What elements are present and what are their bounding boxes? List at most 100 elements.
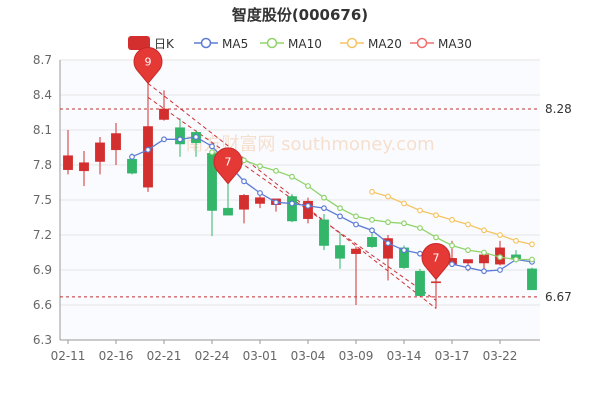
- legend-label: MA30: [438, 37, 472, 51]
- ma10-point: [353, 213, 359, 220]
- ma10-point: [257, 163, 263, 170]
- ma5-point: [305, 202, 311, 209]
- ma10-point: [433, 234, 439, 241]
- candle-body: [351, 248, 361, 254]
- candle-body: [463, 259, 473, 264]
- candle-body: [367, 237, 377, 247]
- reference-lines: 8.28 6.67: [60, 102, 572, 304]
- ma5-point: [241, 178, 247, 185]
- x-tick-label: 03-22: [483, 349, 518, 363]
- y-tick-label: 7.5: [33, 193, 52, 207]
- chart-title: 智度股份(000676): [232, 6, 368, 24]
- marker-label: 7: [225, 156, 232, 169]
- ma20-point: [513, 237, 519, 244]
- y-tick-label: 8.4: [33, 88, 52, 102]
- ma10-point: [417, 225, 423, 231]
- legend-swatch-dot: [416, 37, 428, 49]
- x-axis: 02-11 02-16 02-21 02-24 03-01 03-04 03-09 03-14…: [51, 340, 518, 363]
- ma20-point: [529, 241, 535, 248]
- y-tick-label: 6.3: [33, 333, 52, 347]
- ma10-point: [209, 149, 215, 156]
- candle-body: [239, 195, 249, 210]
- ma5-point: [401, 247, 407, 254]
- ma5-point: [337, 213, 343, 220]
- ma10-point: [497, 254, 503, 261]
- ma5-point: [129, 153, 135, 160]
- legend-label: MA20: [368, 37, 402, 51]
- y-tick-label: 7.8: [33, 158, 52, 172]
- ma10-point: [273, 167, 279, 174]
- candle-body: [111, 133, 121, 151]
- ma10-point: [305, 183, 311, 189]
- y-tick-label: 6.6: [33, 298, 52, 312]
- x-tick-label: 02-21: [147, 349, 182, 363]
- ma10-point: [481, 249, 487, 256]
- ma20-point: [433, 212, 439, 219]
- candle-body: [143, 126, 153, 188]
- ma20-point: [369, 188, 375, 195]
- candle-body: [79, 162, 89, 172]
- ma20-point: [385, 193, 391, 200]
- marker-pin: [421, 243, 451, 281]
- x-tick-label: 03-17: [435, 349, 470, 363]
- x-tick-label: 03-14: [387, 349, 422, 363]
- ma5-point: [353, 221, 359, 228]
- ma20-point: [449, 216, 455, 223]
- candle-body: [63, 155, 73, 170]
- legend-swatch-candle: [128, 36, 150, 50]
- ma5-point: [481, 268, 487, 275]
- legend-label: MA10: [288, 37, 322, 51]
- candle-body: [431, 281, 441, 284]
- candle-body: [383, 238, 393, 259]
- grid: [59, 59, 540, 341]
- ma5-point: [417, 250, 423, 257]
- ma10-point: [513, 256, 519, 263]
- x-tick-label: 03-01: [243, 349, 278, 363]
- marker-pin: [133, 47, 163, 85]
- ma5-point: [209, 143, 215, 150]
- legend-swatch-dot: [346, 37, 358, 49]
- ma10-point: [449, 242, 455, 249]
- candle-body: [287, 196, 297, 222]
- ma5-point: [369, 227, 375, 234]
- ma20-point: [401, 200, 407, 207]
- x-tick-label: 02-11: [51, 349, 86, 363]
- ma20-point: [481, 227, 487, 234]
- legend-label: 日K: [154, 37, 175, 51]
- ma5-point: [289, 200, 295, 207]
- ma5-point: [497, 267, 503, 273]
- legend-swatch-dot: [266, 37, 278, 49]
- ma5-point: [161, 136, 167, 143]
- ma10-point: [401, 220, 407, 227]
- ma10-point: [321, 194, 327, 201]
- x-tick-label: 02-16: [99, 349, 134, 363]
- x-tick-label: 03-04: [291, 349, 326, 363]
- candle-body: [159, 108, 169, 120]
- candle-body: [527, 268, 537, 291]
- reference-line-label: 6.67: [545, 290, 572, 304]
- y-axis: 8.7 8.4 8.1 7.8 7.5 7.2 6.9 6.6 6.3: [33, 53, 52, 347]
- candle-body: [127, 158, 137, 174]
- ma5-point: [465, 264, 471, 271]
- legend-swatch-dot: [200, 37, 212, 49]
- markers: 9 7 7: [133, 47, 451, 281]
- marker-label: 9: [145, 55, 152, 68]
- y-tick-label: 8.1: [33, 123, 52, 137]
- ma5-point: [145, 146, 151, 153]
- ma5-point: [177, 136, 183, 143]
- candle-body: [175, 127, 185, 145]
- ma10-point: [289, 173, 295, 180]
- x-tick-label: 03-09: [339, 349, 374, 363]
- x-tick-label: 02-24: [195, 349, 230, 363]
- ma10-point: [369, 216, 375, 223]
- ma10-point: [465, 247, 471, 254]
- ma10-point: [385, 219, 391, 226]
- candle-body: [415, 270, 425, 296]
- ma20-point: [497, 232, 503, 238]
- ma5-point: [385, 240, 391, 247]
- y-tick-label: 7.2: [33, 228, 52, 242]
- legend-label: MA5: [222, 37, 248, 51]
- ma5-point: [193, 134, 199, 140]
